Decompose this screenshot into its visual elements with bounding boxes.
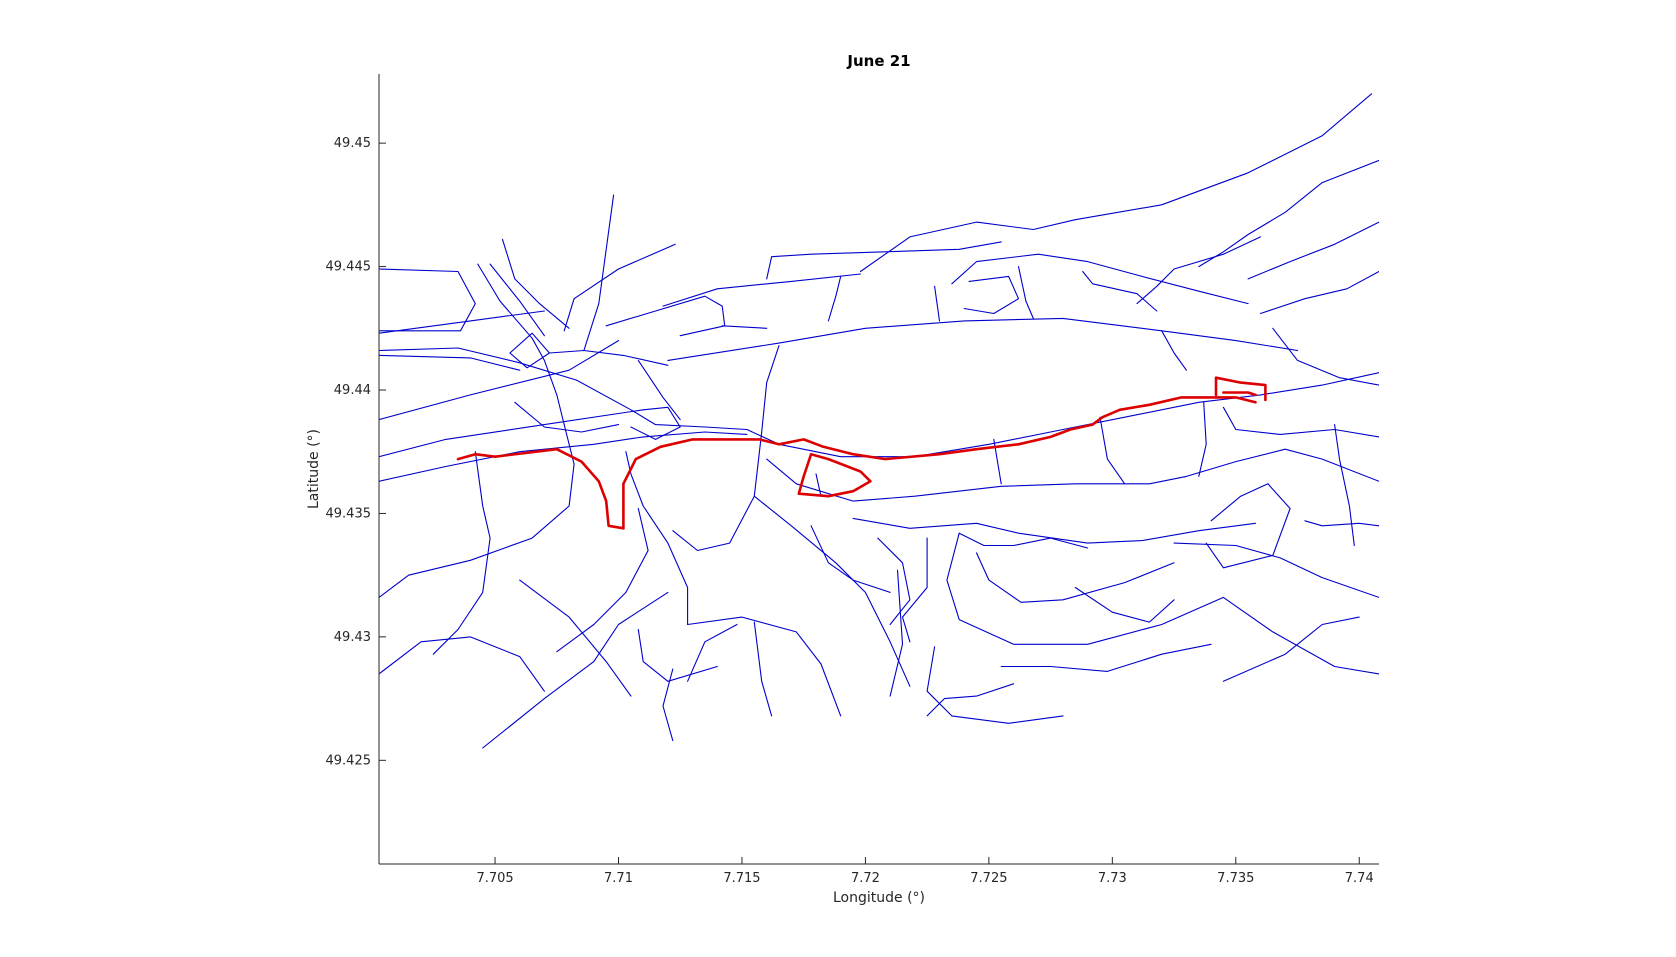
road-line <box>934 285 941 322</box>
road-line <box>1082 270 1158 312</box>
road-line <box>1161 330 1187 371</box>
route-line <box>622 438 781 530</box>
y-tick-label: 49.425 <box>326 753 372 768</box>
road-line <box>1074 586 1175 623</box>
road-line <box>1222 616 1360 682</box>
chart-title: June 21 <box>846 52 910 70</box>
road-line <box>379 268 476 332</box>
plot-area <box>379 93 1379 749</box>
road-line <box>662 273 862 307</box>
route-line <box>1214 376 1267 402</box>
x-tick-label: 7.71 <box>604 871 633 886</box>
road-line <box>753 495 911 687</box>
x-tick-label: 7.74 <box>1345 871 1374 886</box>
series-0 <box>379 93 1379 749</box>
route-line <box>797 452 872 498</box>
road-line <box>563 243 676 332</box>
road-line <box>975 552 1175 603</box>
road-line <box>963 275 1020 315</box>
road-line <box>379 424 575 598</box>
road-line <box>721 325 768 329</box>
road-line <box>556 507 649 653</box>
road-line <box>753 621 773 717</box>
road-line <box>766 241 1002 280</box>
road-line <box>605 295 726 337</box>
road-line <box>379 636 545 692</box>
road-line <box>514 401 620 433</box>
road-line <box>810 525 891 593</box>
road-line <box>519 579 632 697</box>
road-line <box>889 569 904 697</box>
x-tick-label: 7.725 <box>970 871 1007 886</box>
y-tick-label: 49.45 <box>334 136 371 151</box>
x-axis-label: Longitude (°) <box>833 890 925 906</box>
road-line <box>901 537 928 643</box>
road-line <box>432 451 491 655</box>
y-axis-label: Latitude (°) <box>306 429 322 509</box>
x-tick-label: 7.735 <box>1217 871 1254 886</box>
road-line <box>1000 643 1212 672</box>
road-line <box>687 623 738 682</box>
road-line <box>667 317 1299 361</box>
road-line <box>1205 483 1291 569</box>
road-line <box>501 238 570 329</box>
road-line <box>1304 520 1379 527</box>
road-line <box>1198 401 1207 477</box>
road-line <box>379 310 545 334</box>
road-line <box>482 591 669 749</box>
road-line <box>951 253 1249 305</box>
y-tick-label: 49.445 <box>326 260 372 275</box>
road-line <box>672 431 763 552</box>
route-line <box>456 447 625 530</box>
road-line <box>1017 266 1034 319</box>
road-line <box>1198 159 1379 268</box>
route-line <box>1222 391 1257 397</box>
y-ticks: 49.425 49.43 49.435 49.44 49.445 49.45 <box>326 136 386 768</box>
road-line <box>630 406 681 440</box>
road-line <box>379 354 521 371</box>
road-line <box>946 532 1379 675</box>
road-line <box>761 345 780 433</box>
y-tick-label: 49.44 <box>334 383 371 398</box>
road-line <box>1247 221 1379 280</box>
road-line <box>852 517 1257 544</box>
road-line <box>509 332 550 369</box>
road-line <box>548 349 669 366</box>
series-1 <box>456 376 1267 530</box>
road-line <box>477 263 565 426</box>
road-line <box>1136 236 1262 305</box>
road-line <box>1099 416 1126 485</box>
y-tick-label: 49.43 <box>334 630 371 645</box>
road-line <box>379 347 1379 458</box>
x-tick-label: 7.715 <box>723 871 760 886</box>
road-line <box>687 616 842 717</box>
y-tick-label: 49.435 <box>326 506 372 521</box>
road-line <box>1259 270 1379 315</box>
road-line <box>926 683 1015 717</box>
road-line <box>1222 406 1379 438</box>
road-line <box>958 532 1089 549</box>
road-line <box>379 431 748 482</box>
road-line <box>766 448 1379 502</box>
road-line <box>379 340 620 421</box>
road-line <box>926 646 1064 724</box>
x-tick-label: 7.72 <box>851 871 880 886</box>
x-tick-label: 7.73 <box>1098 871 1127 886</box>
road-line <box>637 359 681 421</box>
road-line <box>815 473 822 497</box>
road-line <box>583 194 615 352</box>
route-line <box>777 396 1257 461</box>
road-line <box>637 628 718 682</box>
road-line <box>859 93 1373 273</box>
road-line <box>1334 424 1355 547</box>
x-tick-label: 7.705 <box>476 871 513 886</box>
road-line <box>489 263 545 337</box>
x-ticks: 7.705 7.71 7.715 7.72 7.725 7.73 7.735 7.74 <box>476 857 1374 886</box>
road-line <box>1173 542 1379 598</box>
axes <box>378 74 1379 865</box>
road-line <box>1272 327 1379 386</box>
road-line <box>827 275 842 322</box>
road-line <box>379 409 644 458</box>
